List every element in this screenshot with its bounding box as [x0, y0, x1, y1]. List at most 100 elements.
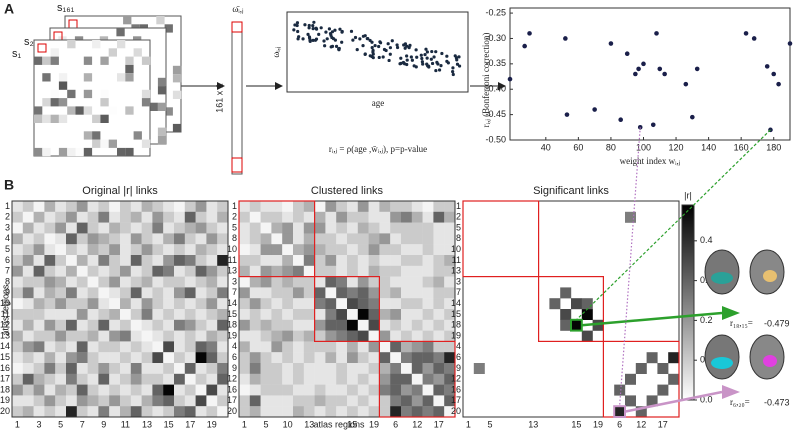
heatmap-cell	[368, 352, 380, 364]
y-tick-label: 19	[227, 330, 237, 340]
age-point	[434, 50, 438, 54]
x-tick-label: 7	[80, 419, 85, 429]
heatmap-cell	[368, 330, 380, 342]
age-point	[363, 34, 367, 38]
heatmap-cell	[195, 298, 207, 310]
age-point	[358, 37, 362, 41]
heatmap-cell	[347, 319, 358, 331]
age-point	[415, 55, 419, 59]
x-tick-label: 5	[58, 419, 63, 429]
heatmap-cell	[444, 341, 456, 353]
heatmap-cell	[249, 352, 261, 364]
heatmap-cell	[12, 233, 23, 245]
y-tick-label: 10	[227, 244, 237, 254]
subject-cell	[141, 98, 151, 107]
age-point	[355, 47, 359, 52]
heatmap-cell	[33, 395, 45, 407]
plot-frame	[509, 7, 791, 141]
heatmap-cell	[368, 298, 380, 310]
heatmap-cell	[44, 244, 56, 256]
heatmap-cell	[12, 211, 23, 223]
heatmap-cell	[422, 222, 434, 234]
heatmap-cell	[379, 341, 391, 353]
age-point	[432, 55, 436, 59]
heatmap-cell	[657, 384, 669, 396]
heatmap-cell	[12, 341, 23, 353]
heatmap-cell	[433, 330, 445, 342]
heatmap-cell	[357, 341, 369, 353]
heatmap-cell	[379, 276, 391, 288]
heatmap-cell	[109, 233, 121, 245]
heatmap-cell	[357, 201, 369, 212]
heatmap-cell	[98, 244, 110, 256]
heatmap-cell	[98, 330, 110, 342]
heatmap-cell	[130, 233, 142, 245]
heatmap-cell	[444, 309, 456, 320]
heatmap-cell	[614, 406, 626, 418]
y-tick-label: 3	[5, 222, 10, 232]
heatmap-title: Clustered links	[311, 185, 384, 197]
y-tick-label: 4	[5, 233, 10, 243]
heatmap-cell	[444, 287, 456, 299]
heatmap-cell	[109, 363, 121, 374]
subject-cell	[50, 56, 59, 65]
heatmap-cell	[184, 298, 196, 310]
heatmap-cell	[66, 233, 77, 245]
y-tick-label: -0.35	[485, 58, 506, 68]
heatmap-cell	[625, 211, 636, 223]
heatmap-cell	[163, 265, 175, 277]
heatmap-cell	[549, 298, 561, 310]
heatmap-cell	[163, 201, 175, 212]
x-tick-label: 6	[393, 419, 398, 429]
heatmap-cell	[303, 352, 315, 364]
heatmap-cell	[422, 201, 434, 212]
heatmap-cell	[390, 287, 402, 299]
cluster-box	[602, 340, 680, 418]
heatmap-cell	[66, 201, 77, 212]
subject-cell	[133, 48, 142, 57]
heatmap-cell	[174, 395, 185, 407]
heatmap-cell	[109, 222, 121, 234]
subject-cell	[50, 48, 59, 57]
heatmap-cell	[66, 373, 77, 385]
heatmap-cell	[22, 255, 34, 266]
heatmap-cell	[379, 330, 391, 342]
heatmap-cell	[206, 265, 218, 277]
x-tick-label: 1	[242, 419, 247, 429]
heatmap-cell	[260, 265, 272, 277]
heatmap-cell	[314, 276, 326, 288]
heatmap-cell	[174, 341, 185, 353]
age-point	[453, 54, 457, 58]
heatmap-cell	[12, 298, 23, 310]
heatmap-cell	[347, 265, 358, 277]
heatmap-cell	[411, 352, 423, 364]
heatmap-cell	[379, 363, 391, 374]
heatmap-cell	[336, 352, 348, 364]
age-point	[430, 49, 434, 54]
heatmap-cell	[217, 319, 229, 331]
heatmap-cell	[217, 233, 229, 245]
heatmap-cell	[357, 211, 369, 223]
subject-cell	[58, 114, 68, 123]
heatmap-cell	[120, 352, 131, 364]
age-point	[455, 58, 459, 62]
heatmap-cell	[368, 276, 380, 288]
heatmap-cell	[357, 384, 369, 396]
heatmap-cell	[325, 201, 337, 212]
heatmap-cell	[163, 287, 175, 299]
heatmap-cell	[293, 233, 304, 245]
heatmap-cell	[163, 373, 175, 385]
age-point	[296, 29, 300, 34]
heatmap-cell	[206, 319, 218, 331]
heatmap-cell	[109, 255, 121, 266]
heatmap-cell	[109, 373, 121, 385]
heatmap-cell	[357, 298, 369, 310]
heatmap-cell	[141, 373, 153, 385]
heatmap-cell	[401, 319, 412, 331]
vector-label: ω̄ᵢ,ⱼ	[232, 4, 244, 14]
subject-cell	[92, 139, 101, 148]
y-tick-label: 15	[451, 309, 461, 319]
heatmap-cell	[206, 222, 218, 234]
age-point	[353, 35, 358, 40]
heatmap-cell	[152, 373, 164, 385]
